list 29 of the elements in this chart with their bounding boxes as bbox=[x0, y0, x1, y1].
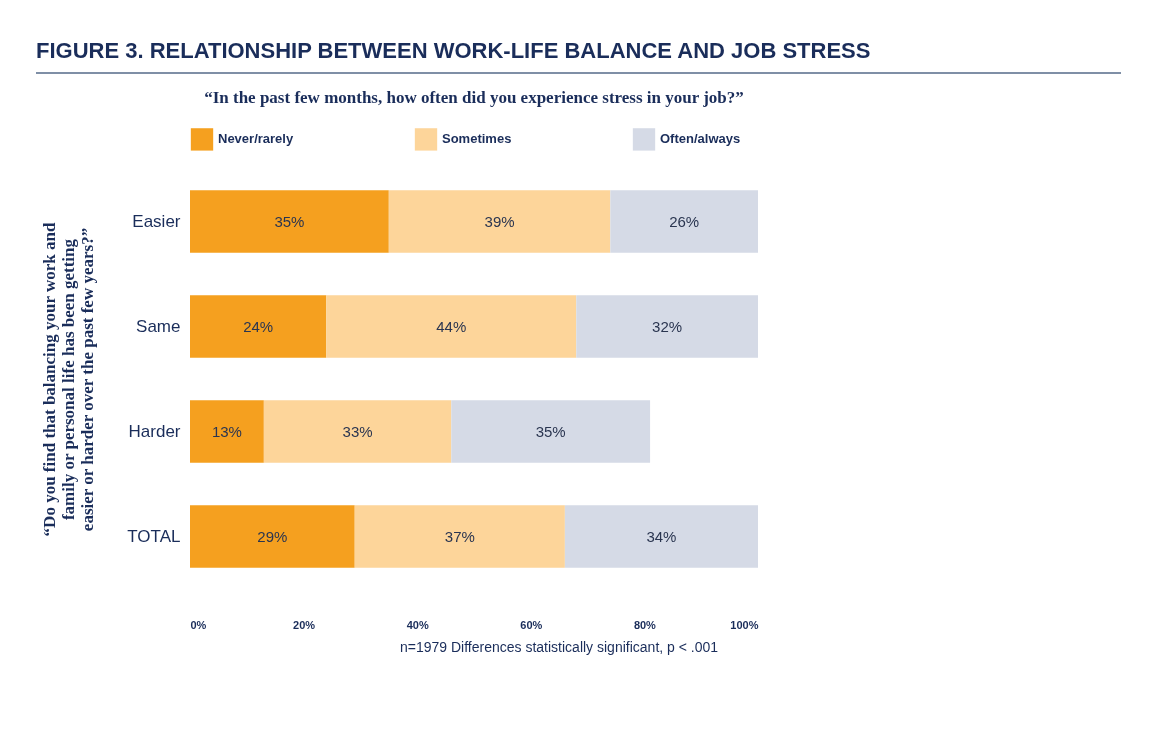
data-label: 37% bbox=[444, 527, 475, 545]
data-label: 24% bbox=[243, 317, 274, 335]
data-label: 34% bbox=[646, 527, 677, 545]
data-label: 26% bbox=[669, 212, 700, 230]
legend-label: Sometimes bbox=[442, 131, 512, 147]
x-tick-label: 20% bbox=[293, 618, 316, 631]
text: n=1979 Differences statistically significant, p < .001 bbox=[400, 639, 720, 655]
x-tick-label: 80% bbox=[633, 618, 657, 631]
y-tick-label: Harder bbox=[128, 421, 181, 441]
data-label: 35% bbox=[535, 422, 566, 440]
legend-label: Often/always bbox=[660, 131, 741, 147]
y-tick-label: Easier bbox=[132, 211, 181, 231]
data-label: 39% bbox=[484, 212, 515, 230]
data-label: 44% bbox=[436, 317, 467, 335]
y-tick-label: TOTAL bbox=[127, 526, 181, 546]
chart-title: FIGURE 3. RELATIONSHIP BETWEEN WORK-LIFE BALANCE AND JOB STRESS bbox=[36, 38, 1121, 74]
y-axis-title: “Do you find that balancing your work and family or personal life has been getting easier or harder over the past few years?” bbox=[40, 222, 98, 537]
y-tick-label: Same bbox=[136, 316, 181, 336]
data-label: 33% bbox=[342, 422, 373, 440]
x-tick-label: 60% bbox=[520, 618, 543, 631]
legend-label: Never/rarely bbox=[218, 131, 294, 147]
data-label: 29% bbox=[257, 527, 288, 545]
data-label: 35% bbox=[274, 212, 305, 230]
x-tick-label: 0% bbox=[190, 618, 207, 631]
x-tick-label: 100% bbox=[730, 618, 759, 631]
x-tick-label: 40% bbox=[406, 618, 429, 631]
data-label: 32% bbox=[652, 317, 683, 335]
data-label: 13% bbox=[211, 422, 242, 440]
chart-subtitle: “In the past few months, how often did you experience stress in your job?” bbox=[204, 88, 744, 107]
